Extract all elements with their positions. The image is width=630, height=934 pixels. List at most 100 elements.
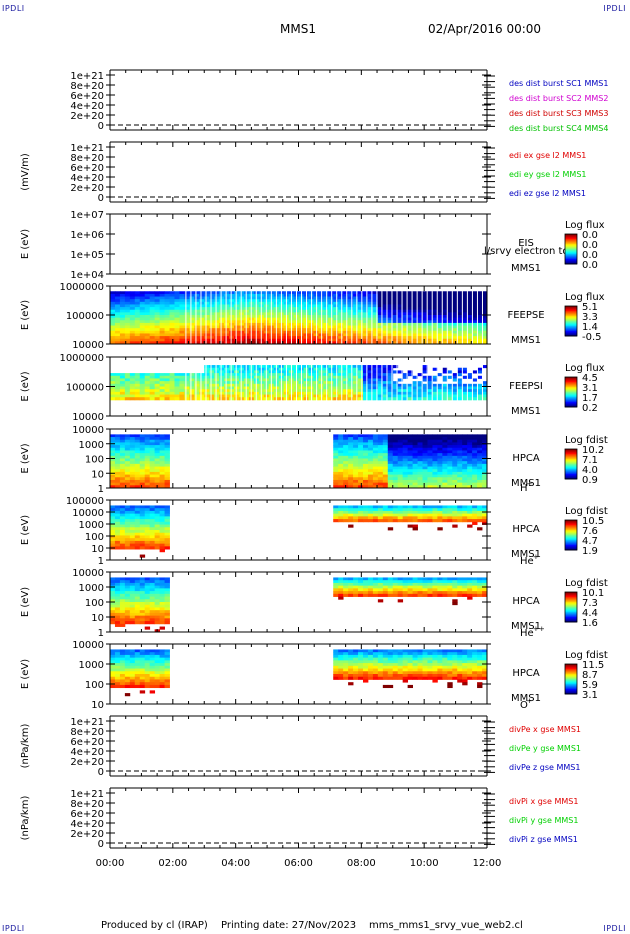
heatmap-cell [110, 477, 116, 481]
heatmap-cell [437, 389, 443, 393]
heatmap-cell [372, 389, 379, 393]
heatmap-cell [417, 582, 423, 587]
heatmap-cell [159, 621, 165, 625]
colorbar-segment [565, 598, 577, 600]
heatmap-cell [402, 328, 409, 332]
heatmap-cell [179, 383, 185, 387]
heatmap-cell [119, 599, 126, 603]
heatmap-cell [372, 317, 379, 321]
heatmap-cell [402, 482, 409, 486]
heatmap-cell [372, 479, 379, 484]
heatmap-cell [447, 434, 453, 438]
heatmap-cell [472, 322, 478, 326]
colorbar-segment [565, 257, 577, 260]
heatmap-cell [174, 386, 180, 390]
heatmap-cell [134, 596, 141, 600]
heatmap-cell [412, 455, 418, 459]
heatmap-cell [229, 307, 235, 311]
heatmap-cell [432, 463, 438, 467]
heatmap-cell [313, 383, 319, 387]
heatmap-cell [338, 466, 344, 470]
heatmap-cell [184, 397, 190, 401]
heatmap-cell [318, 336, 324, 340]
heatmap-cell [442, 307, 448, 311]
heatmap-cell [229, 375, 235, 379]
heatmap-cell [114, 668, 121, 672]
heatmap-cell [343, 516, 349, 520]
heatmap-cell [462, 513, 468, 517]
heatmap-cell [119, 445, 126, 449]
heatmap-cell [387, 315, 394, 319]
heatmap-cell [343, 591, 349, 595]
heatmap-cell [397, 434, 404, 438]
heatmap-cell [387, 325, 394, 329]
heatmap-cell [437, 463, 443, 467]
heatmap-cell [472, 516, 478, 520]
heatmap-cell [432, 445, 438, 449]
heatmap-cell [358, 296, 364, 300]
heatmap-cell [159, 442, 165, 446]
heatmap-cell [432, 508, 438, 512]
heatmap-cell [372, 439, 379, 443]
heatmap-cell [134, 307, 141, 311]
heatmap-cell [333, 474, 339, 478]
heatmap-cell [452, 333, 458, 337]
heatmap-cell [447, 510, 453, 515]
heatmap-cell [462, 466, 468, 470]
heatmap-cell [114, 602, 121, 606]
heatmap-cell [110, 679, 116, 683]
heatmap-cell [139, 593, 146, 597]
heatmap-cell [154, 458, 160, 462]
heatmap-cell [353, 513, 359, 517]
heatmap-cell [134, 469, 141, 473]
heatmap-cell [338, 588, 344, 592]
heatmap-cell [457, 508, 463, 512]
heatmap-cell [437, 434, 443, 438]
heatmap-cell [387, 527, 394, 531]
heatmap-cell [139, 330, 146, 334]
heatmap-cell [377, 373, 384, 377]
heatmap-cell [154, 389, 160, 393]
heatmap-cell [377, 447, 384, 451]
heatmap-cell [209, 322, 215, 326]
heatmap-cell [313, 312, 319, 316]
heatmap-cell [343, 471, 349, 475]
heatmap-cell [119, 450, 126, 454]
heatmap-cell [367, 588, 374, 592]
heatmap-cell [392, 317, 399, 321]
heatmap-cell [110, 479, 116, 484]
heatmap-cell [472, 293, 478, 297]
heatmap-cell [194, 322, 200, 326]
heatmap-cell [437, 304, 443, 308]
heatmap-cell [348, 328, 354, 332]
heatmap-cell [134, 508, 141, 512]
heatmap-cell [477, 474, 483, 478]
heatmap-cell [318, 397, 324, 401]
heatmap-cell [110, 591, 116, 595]
heatmap-cell [154, 599, 160, 603]
heatmap-cell [229, 373, 235, 377]
heatmap-cell [472, 437, 478, 441]
heatmap-cell [452, 312, 458, 316]
heatmap-cell [119, 397, 126, 401]
heatmap-cell [219, 299, 225, 303]
heatmap-cell [372, 296, 379, 300]
heatmap-cell [164, 442, 170, 446]
heatmap-cell [462, 330, 468, 334]
heatmap-cell [358, 301, 364, 305]
heatmap-cell [437, 325, 443, 329]
heatmap-cell [124, 469, 131, 473]
heatmap-cell [447, 458, 453, 462]
heatmap-cell [442, 320, 448, 324]
heatmap-cell [159, 397, 165, 401]
heatmap-cell [174, 381, 180, 385]
heatmap-cell [343, 386, 349, 390]
heatmap-cell [447, 304, 453, 308]
heatmap-cell [472, 521, 478, 525]
heatmap-cell [372, 482, 379, 486]
heatmap-cell [412, 516, 418, 520]
data-gap-line [401, 286, 403, 344]
heatmap-cell [452, 378, 458, 382]
data-gap-line [461, 286, 463, 344]
heatmap-cell [457, 477, 463, 481]
